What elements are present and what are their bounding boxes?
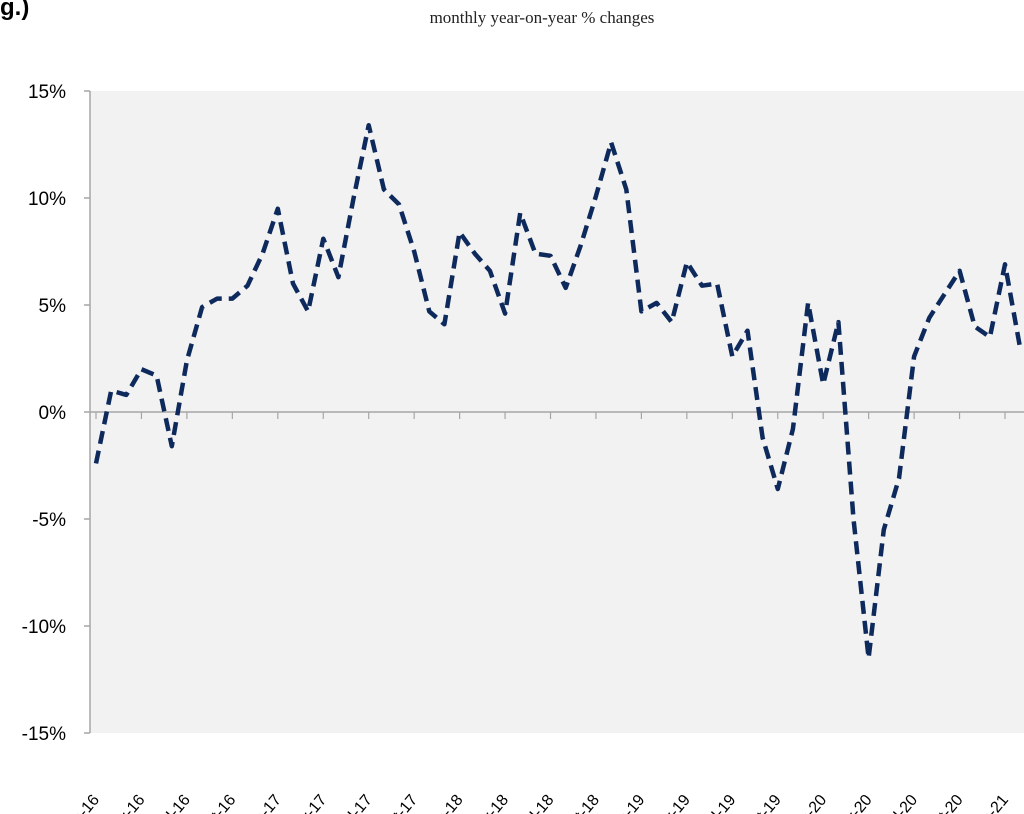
x-tick-label: Jan-18 xyxy=(422,792,467,814)
x-tick-label: Apr-17 xyxy=(286,792,330,814)
chart-subtitle: monthly year-on-year % changes xyxy=(429,8,655,27)
y-tick-label: -10% xyxy=(22,617,66,638)
x-tick-label: Apr-20 xyxy=(832,792,876,814)
x-tick-label: Apr-16 xyxy=(105,792,149,814)
x-tick-label: Oct-18 xyxy=(559,792,603,814)
figure-label: g.) xyxy=(0,0,30,21)
x-tick-label: Jul-17 xyxy=(335,792,376,814)
x-tick-label: Jul-20 xyxy=(880,792,921,814)
x-tick-label: Jul-18 xyxy=(517,792,558,814)
series-line xyxy=(93,122,1023,661)
x-tick-label: Jan-20 xyxy=(786,792,831,814)
x-tick-label: Oct-17 xyxy=(377,792,421,814)
x-tick-label: Oct-20 xyxy=(923,792,967,814)
x-tick-label: Jan-17 xyxy=(240,792,285,814)
y-tick-label: -5% xyxy=(32,510,66,531)
x-tick-label: Oct-16 xyxy=(196,792,240,814)
x-axis-labels: Jan-16Apr-16Jul-16Oct-16Jan-17Apr-17Jul-… xyxy=(59,792,1013,814)
y-tick-label: -15% xyxy=(22,724,66,745)
x-tick-label: Jan-19 xyxy=(604,792,649,814)
y-tick-label: 15% xyxy=(28,82,66,103)
x-tick-label: Apr-18 xyxy=(468,792,512,814)
y-tick-label: 0% xyxy=(39,403,67,424)
y-axis-labels: 15% 10% 5% 0% -5% -10% -15% xyxy=(22,82,66,745)
y-tick-label: 10% xyxy=(28,189,66,210)
x-tick-label: Jan-16 xyxy=(59,792,104,814)
x-tick-label: Jan-21 xyxy=(968,792,1013,814)
x-tick-label: Jul-19 xyxy=(698,792,739,814)
y-tick-label: 5% xyxy=(39,296,67,317)
x-tick-label: Oct-19 xyxy=(741,792,785,814)
axis-layer xyxy=(84,90,1024,734)
x-tick-label: Apr-19 xyxy=(650,792,694,814)
x-tick-label: Jul-16 xyxy=(153,792,194,814)
